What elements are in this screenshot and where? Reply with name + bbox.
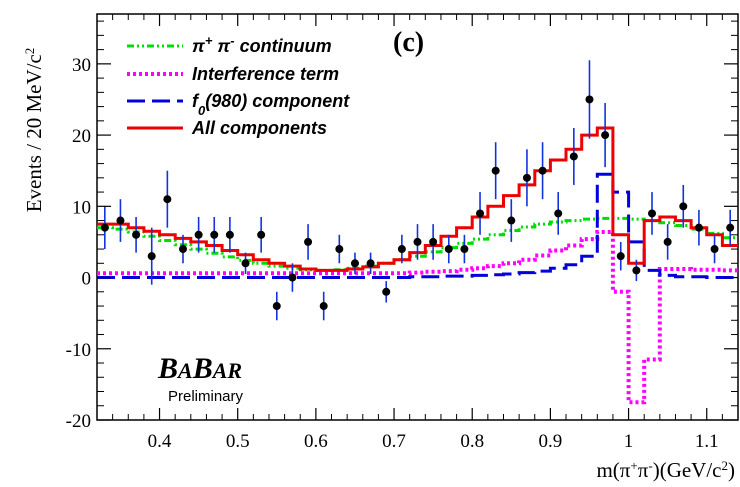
y-tick-label: 30	[72, 55, 91, 76]
label-part: )(GeV/c	[653, 458, 722, 482]
x-axis-label: m(π+π-)(GeV/c2)	[596, 458, 735, 483]
data-point	[178, 245, 187, 254]
label-part: π	[192, 36, 205, 56]
data-point	[726, 223, 735, 232]
data-point	[538, 166, 547, 175]
label-part: f	[192, 91, 200, 111]
x-tick-label: 0.5	[226, 431, 250, 452]
label-part: 0	[198, 103, 206, 118]
data-point	[710, 245, 719, 254]
data-point	[601, 131, 610, 140]
x-tick-label: 0.6	[304, 431, 328, 452]
data-point	[429, 237, 438, 246]
data-point	[210, 230, 219, 239]
label-part: π	[212, 36, 230, 56]
panel-label: (c)	[393, 27, 424, 58]
x-tick-label: 0.8	[460, 431, 484, 452]
data-point	[163, 195, 172, 204]
data-point	[632, 266, 641, 275]
axes-layer: 0.4 0.5 0.6 0.7 0.8 0.9 1 1.1 -20 -10 0 10 20 30	[66, 14, 738, 452]
babar-logo-text: BABAR	[157, 352, 242, 385]
data-point	[694, 223, 703, 232]
label-part: 2	[722, 458, 729, 473]
data-point	[585, 95, 594, 104]
y-axis-label: Events / 20 MeV/c2	[22, 48, 47, 213]
label-part: -	[230, 33, 234, 48]
label-part: π	[638, 458, 649, 482]
series-line-3	[97, 126, 738, 272]
label-part: (980) component	[205, 91, 350, 111]
data-point	[100, 223, 109, 232]
x-tick-label: 0.9	[539, 431, 563, 452]
label-part: )	[728, 458, 735, 482]
data-point	[116, 216, 125, 225]
x-tick-label: 1.1	[695, 431, 719, 452]
label-part: -	[648, 458, 652, 473]
preliminary-label: Preliminary	[168, 388, 244, 405]
data-point	[147, 252, 156, 261]
data-point	[225, 230, 234, 239]
label-part: All components	[191, 118, 327, 138]
babar-logo: BABAR Preliminary	[157, 352, 244, 405]
data-point	[507, 216, 516, 225]
y-tick-label: 10	[72, 197, 91, 218]
data-point	[444, 245, 453, 254]
label-part: +	[205, 33, 213, 48]
data-point	[257, 230, 266, 239]
plot-frame	[96, 13, 739, 421]
label-part: continuum	[235, 36, 332, 56]
data-point	[522, 173, 531, 182]
data-point	[460, 245, 469, 254]
data-point	[413, 237, 422, 246]
label-part: Interference term	[192, 64, 339, 84]
data-point	[335, 245, 344, 254]
data-point	[554, 209, 563, 218]
series-line-1	[97, 230, 738, 405]
data-point	[397, 245, 406, 254]
y-tick-label: 20	[72, 126, 91, 147]
legend-label-1: Interference term	[192, 64, 339, 84]
label-part: m(π	[596, 458, 630, 482]
data-points-layer	[100, 60, 735, 321]
data-point	[272, 302, 281, 311]
x-tick-label: 1	[624, 431, 634, 452]
data-point	[679, 202, 688, 211]
x-tick-label: 0.4	[148, 431, 172, 452]
data-point	[132, 230, 141, 239]
label-part: +	[630, 458, 637, 473]
curves-layer	[97, 126, 738, 405]
data-point	[319, 302, 328, 311]
y-tick-label: -10	[66, 340, 91, 361]
data-point	[569, 152, 578, 161]
y-tick-label: -20	[66, 411, 91, 432]
data-point	[241, 259, 250, 268]
legend-label-0: π+ π- continuum	[192, 33, 332, 57]
legend-label-3: All components	[191, 118, 327, 138]
label-part: 2	[22, 48, 37, 55]
data-point	[350, 259, 359, 268]
legend-label-2: f0(980) component	[192, 91, 350, 118]
data-point	[288, 273, 297, 282]
data-point	[491, 166, 500, 175]
label-part: Events / 20 MeV/c	[22, 54, 46, 212]
data-point	[382, 287, 391, 296]
data-point	[194, 230, 203, 239]
y-tick-label: 0	[82, 269, 92, 290]
data-point	[663, 237, 672, 246]
data-point	[304, 237, 313, 246]
data-point	[476, 209, 485, 218]
x-tick-label: 0.7	[382, 431, 406, 452]
data-point	[366, 259, 375, 268]
data-point	[648, 209, 657, 218]
data-point	[616, 252, 625, 261]
